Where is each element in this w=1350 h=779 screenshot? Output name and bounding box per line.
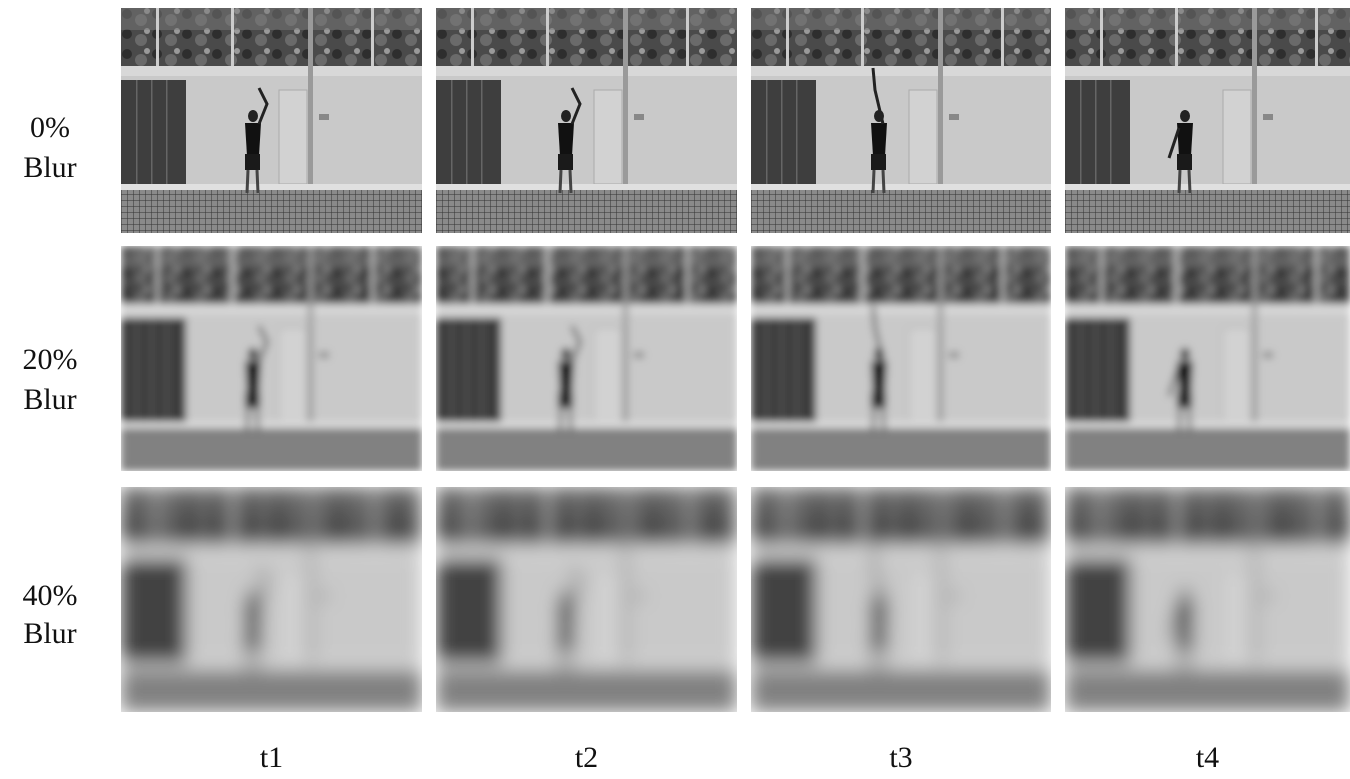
photo	[436, 8, 737, 233]
photo	[436, 487, 737, 712]
column-label: t1	[260, 741, 283, 774]
row-label: Blur	[23, 383, 76, 416]
photo	[751, 8, 1051, 233]
photo	[436, 246, 737, 471]
photo	[121, 246, 422, 471]
photo	[1065, 8, 1350, 233]
image-grid	[121, 8, 1350, 712]
photo	[1065, 246, 1350, 471]
photo	[751, 487, 1051, 712]
column-label: t3	[889, 741, 912, 774]
column-label: t4	[1196, 741, 1219, 774]
row-label: 20%	[23, 343, 78, 376]
photo	[121, 8, 422, 233]
row-label: Blur	[23, 151, 76, 184]
photo	[751, 246, 1051, 471]
row-label: 0%	[30, 111, 70, 144]
photo	[121, 487, 422, 712]
row-label: 40%	[23, 579, 78, 612]
column-label: t2	[575, 741, 598, 774]
row-label: Blur	[23, 617, 76, 650]
photo	[1065, 487, 1350, 712]
